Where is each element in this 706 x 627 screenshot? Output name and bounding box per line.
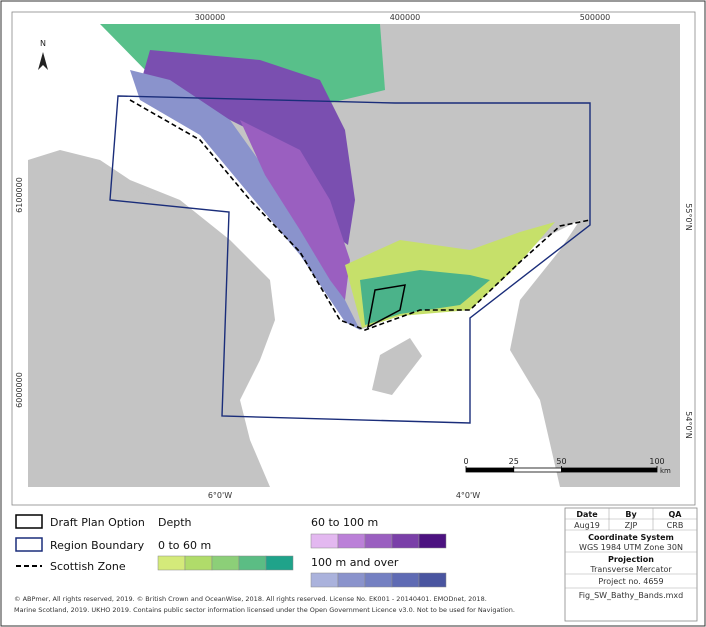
grid-label: 54°0'N <box>684 411 693 438</box>
legend-label: 0 to 60 m <box>158 539 211 552</box>
isle-of-man <box>372 338 422 395</box>
table-cell: WGS 1984 UTM Zone 30N <box>579 543 683 552</box>
deep-band <box>130 70 360 330</box>
band-swatches <box>310 533 447 549</box>
scale-label: 25 <box>509 457 519 466</box>
grid-label: 4°0'W <box>456 491 480 500</box>
legend-label: Draft Plan Option <box>50 516 145 529</box>
scale-unit: km <box>660 467 671 475</box>
table-cell: CRB <box>667 521 684 530</box>
band-swatches <box>310 572 447 588</box>
legend-swatch <box>15 514 43 529</box>
swatch <box>211 555 240 571</box>
grid-label: 6000000 <box>15 372 24 408</box>
north-arrow: N <box>38 39 48 70</box>
grid-label: 55°0'N <box>684 203 693 230</box>
legend-swatch <box>15 537 43 552</box>
scottish-zone <box>129 99 591 331</box>
legend: Draft Plan Option Region Boundary Scotti… <box>15 514 447 588</box>
copyright-line: © ABPmer, All rights reserved, 2019. © B… <box>14 595 487 603</box>
swatch <box>157 555 186 571</box>
scale-label: 100 <box>649 457 664 466</box>
map-frame <box>11 11 696 506</box>
shallow-solway-inner <box>360 270 490 325</box>
swatch <box>418 533 447 549</box>
scale-segment <box>513 467 562 473</box>
swatch <box>184 555 213 571</box>
region-boundary <box>109 95 591 424</box>
north-arrow-shape <box>38 52 48 70</box>
table-heading: Projection <box>608 555 654 564</box>
swatch <box>364 572 393 588</box>
swatch <box>238 555 267 571</box>
draft-plan-option <box>366 284 406 329</box>
table-cell: Fig_SW_Bathy_Bands.mxd <box>579 591 684 600</box>
ireland-land <box>28 158 268 487</box>
grid-label: 500000 <box>580 13 611 22</box>
table-cell: Project no. 4659 <box>598 577 663 586</box>
scale-segment <box>465 467 515 473</box>
table-frame <box>564 507 698 622</box>
north-label: N <box>40 39 46 48</box>
band-swatches <box>157 555 294 571</box>
swatch <box>310 533 339 549</box>
swatch <box>418 572 447 588</box>
table-cell: Transverse Mercator <box>589 565 672 574</box>
swatch <box>391 572 420 588</box>
copyright-line: Marine Scotland, 2019. UKHO 2019. Contai… <box>14 606 515 614</box>
swatch <box>265 555 294 571</box>
table-header: Date <box>576 510 598 519</box>
table-header: QA <box>669 510 683 519</box>
legend-heading: Depth <box>158 516 192 529</box>
legend-label: Region Boundary <box>50 539 145 552</box>
scale-label: 50 <box>556 457 566 466</box>
grid-label: 400000 <box>390 13 421 22</box>
table-cell: Aug19 <box>574 521 600 530</box>
legend-label: 60 to 100 m <box>311 516 378 529</box>
legend-label: 100 m and over <box>311 556 399 569</box>
swatch <box>337 533 366 549</box>
grid-label: 6100000 <box>15 177 24 213</box>
legend-label: Scottish Zone <box>50 560 126 573</box>
swatch <box>364 533 393 549</box>
swatch <box>391 533 420 549</box>
mid-band <box>240 120 350 300</box>
swatch <box>310 572 339 588</box>
table-cell: ZJP <box>625 521 638 530</box>
table-heading: Coordinate System <box>588 533 674 542</box>
scale-segment <box>561 467 658 473</box>
grid-label: 6°0'W <box>208 491 232 500</box>
grid-label: 300000 <box>195 13 226 22</box>
table-header: By <box>625 510 637 519</box>
info-table: Date By QA Aug19 ZJP CRB Coordinate Syst… <box>564 507 698 622</box>
scale-label: 0 <box>463 457 468 466</box>
swatch <box>337 572 366 588</box>
